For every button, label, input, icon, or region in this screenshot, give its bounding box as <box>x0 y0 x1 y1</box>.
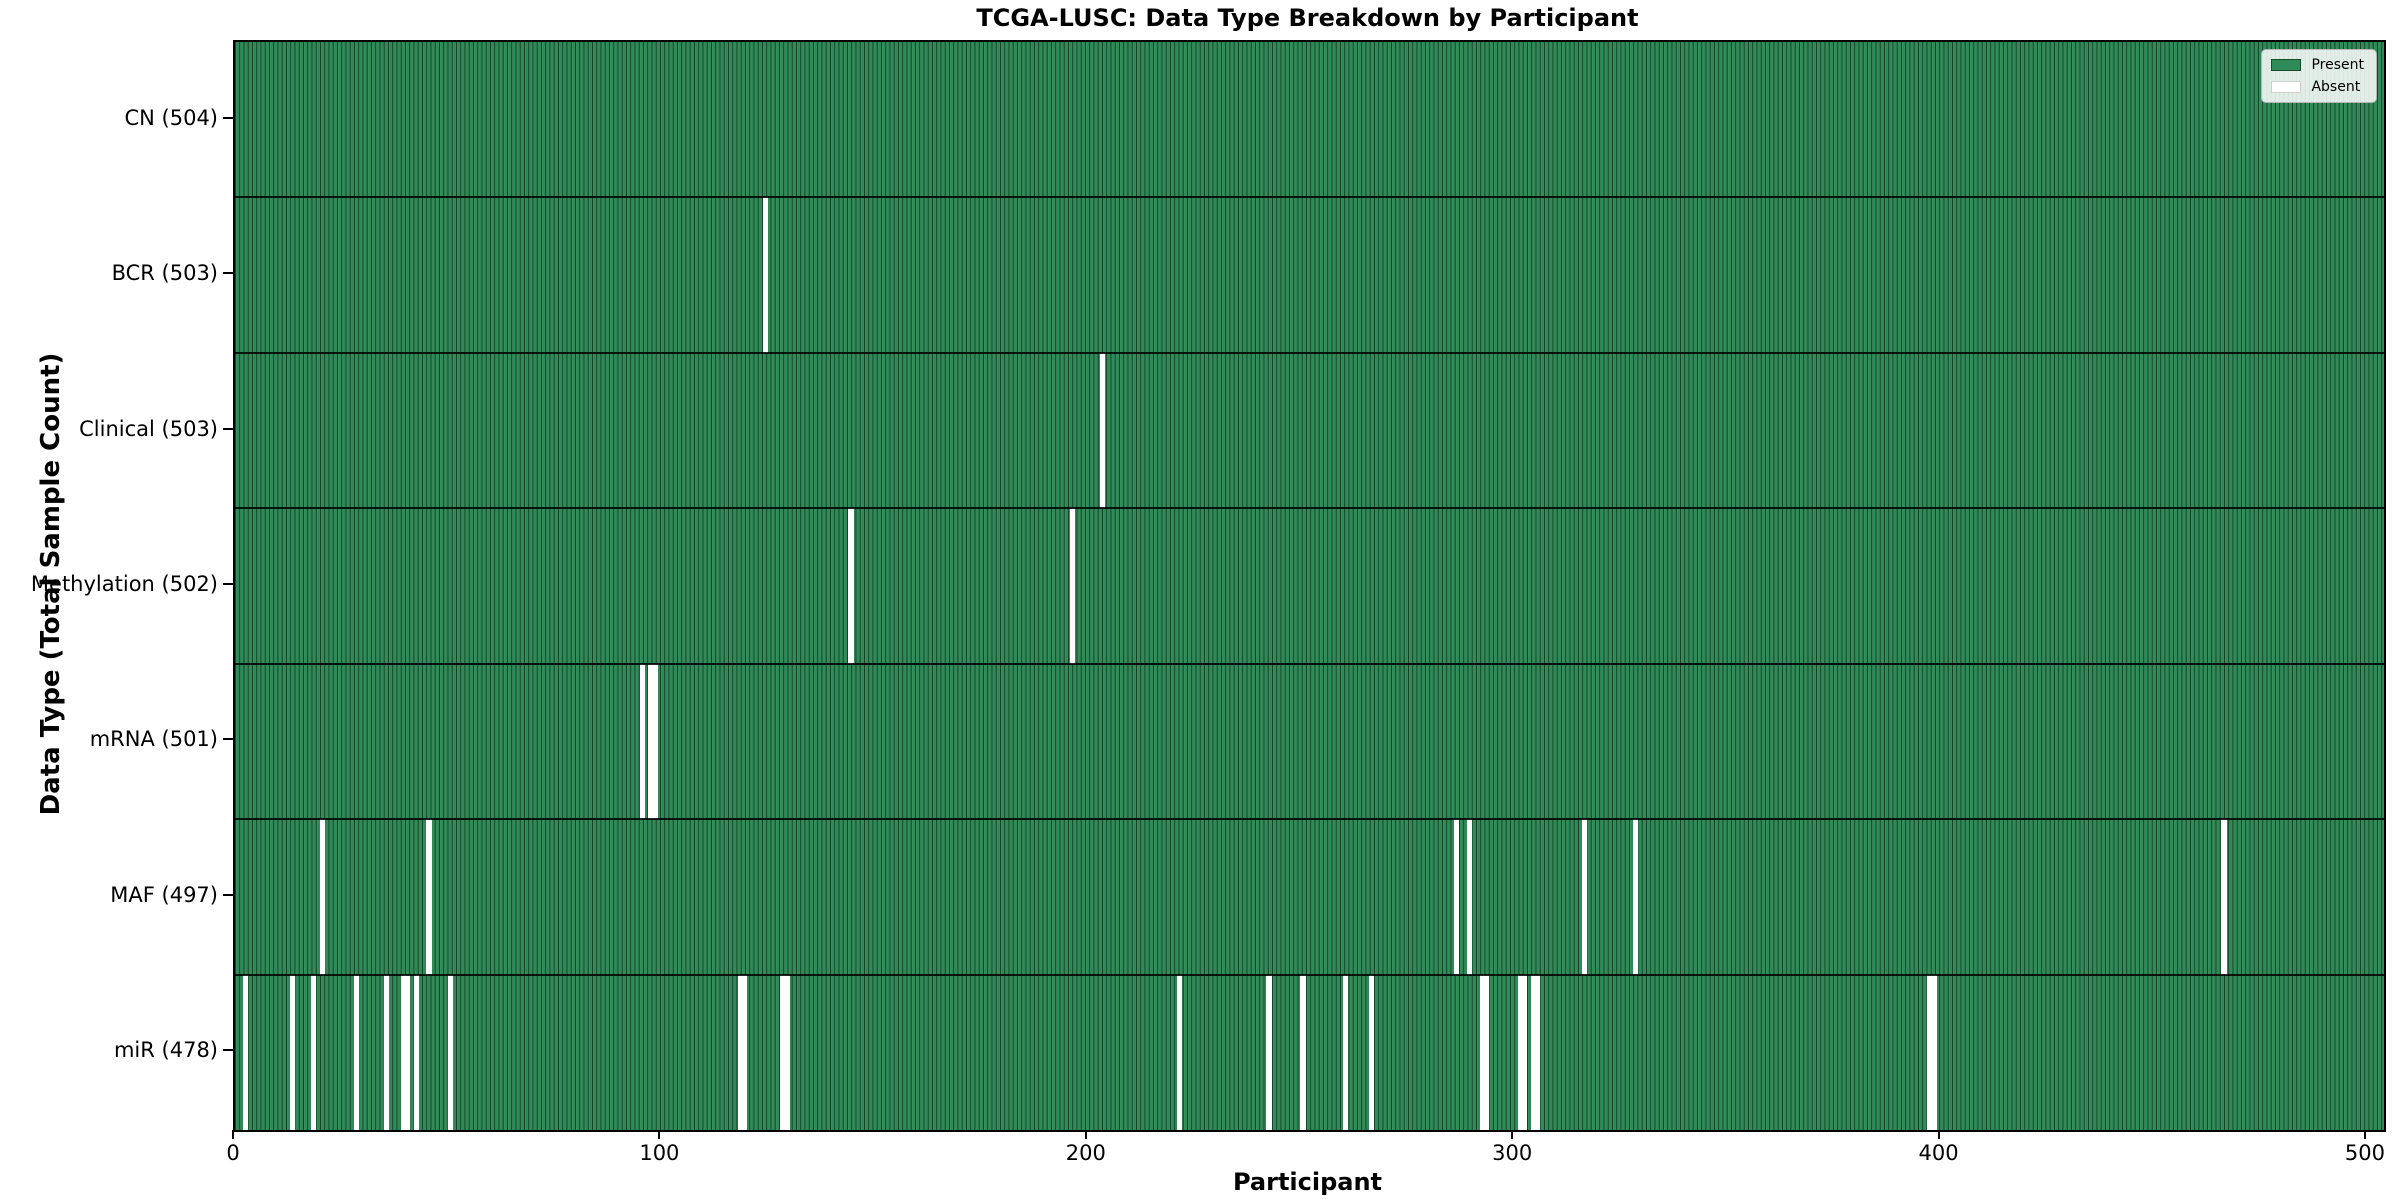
legend: Present Absent <box>2261 49 2377 103</box>
row-separator <box>235 818 2384 821</box>
y-tick-mark <box>223 116 233 119</box>
row-separator <box>235 662 2384 665</box>
absent-gap <box>405 974 411 1130</box>
x-tick-mark <box>658 1130 661 1139</box>
absent-gap <box>319 819 326 975</box>
absent-gap <box>780 974 786 1130</box>
absent-gap <box>1176 974 1183 1130</box>
absent-gap <box>1368 974 1374 1130</box>
x-tick-mark <box>1511 1130 1514 1139</box>
x-tick-label: 100 <box>639 1141 680 1165</box>
y-tick-mark <box>223 427 233 430</box>
absent-gap <box>848 508 854 664</box>
absent-gap <box>737 974 743 1130</box>
chart-row-cn <box>235 42 2384 198</box>
absent-gap <box>648 663 654 820</box>
plot-area: Present Absent <box>233 40 2386 1132</box>
present-swatch-icon <box>2271 59 2302 71</box>
row-separator <box>235 351 2384 354</box>
legend-item-absent: Absent <box>2271 79 2364 95</box>
absent-gap <box>2221 819 2227 975</box>
chart-row-clinical <box>235 352 2384 509</box>
x-tick-label: 0 <box>226 1141 240 1165</box>
x-tick-label: 300 <box>1492 1141 1533 1165</box>
y-tick-label-mir: miR (478) <box>113 1038 218 1063</box>
x-tick-label: 200 <box>1065 1141 1106 1165</box>
x-tick-mark <box>1937 1130 1940 1139</box>
legend-item-present: Present <box>2271 57 2364 73</box>
absent-gap <box>1534 974 1541 1130</box>
y-tick-mark <box>223 738 233 741</box>
absent-gap <box>1927 974 1933 1130</box>
heatmap-grid <box>235 42 2384 1130</box>
absent-gap <box>652 663 658 820</box>
x-tick-mark <box>232 1130 234 1139</box>
chart-row-bcr <box>235 197 2384 353</box>
x-tick-label: 500 <box>2344 1141 2385 1165</box>
chart-row-methylation <box>235 508 2384 664</box>
y-tick-mark <box>223 272 233 275</box>
absent-gap <box>413 974 419 1130</box>
absent-gap <box>447 974 453 1130</box>
x-tick-label: 400 <box>1918 1141 1959 1165</box>
chart-row-mir <box>235 974 2384 1130</box>
absent-gap <box>741 974 748 1130</box>
absent-gap <box>1517 974 1524 1130</box>
y-tick-label-mrna: mRNA (501) <box>89 727 218 752</box>
y-tick-label-maf: MAF (497) <box>110 882 218 907</box>
y-tick-mark <box>223 893 233 896</box>
absent-gap <box>1100 352 1106 509</box>
absent-gap <box>1633 819 1639 975</box>
absent-gap <box>1453 819 1460 975</box>
y-tick-mark <box>223 1049 233 1052</box>
absent-gap <box>400 974 407 1130</box>
absent-gap <box>243 974 249 1130</box>
row-separator <box>235 196 2384 199</box>
y-tick-label-bcr: BCR (503) <box>111 261 218 286</box>
legend-label-present: Present <box>2311 57 2364 73</box>
legend-label-absent: Absent <box>2311 79 2361 95</box>
absent-gap <box>1483 974 1490 1130</box>
absent-gap <box>1070 508 1076 664</box>
absent-gap <box>383 974 389 1130</box>
y-tick-label-cn: CN (504) <box>124 105 218 130</box>
y-tick-mark <box>223 583 233 585</box>
absent-gap <box>311 974 317 1130</box>
row-separator <box>235 973 2384 976</box>
absent-swatch-icon <box>2271 81 2302 93</box>
chart-title: TCGA-LUSC: Data Type Breakdown by Partic… <box>976 4 1639 32</box>
absent-gap <box>426 819 432 975</box>
absent-gap <box>1479 974 1485 1130</box>
absent-gap <box>1266 974 1272 1130</box>
absent-gap <box>1343 974 1349 1130</box>
absent-gap <box>1530 974 1536 1130</box>
absent-gap <box>784 974 790 1130</box>
absent-gap <box>1466 819 1472 975</box>
absent-gap <box>1931 974 1937 1130</box>
x-tick-mark <box>1084 1130 1087 1139</box>
y-tick-label-clinical: Clinical (503) <box>79 416 218 441</box>
absent-gap <box>763 197 769 353</box>
row-separator <box>235 507 2384 510</box>
x-tick-mark <box>2363 1130 2366 1139</box>
absent-gap <box>1522 974 1528 1130</box>
chart-row-maf <box>235 819 2384 975</box>
chart-row-mrna <box>235 663 2384 820</box>
x-axis-title: Participant <box>1232 1168 1383 1196</box>
absent-gap <box>1581 819 1588 975</box>
y-tick-label-methylation: Methylation (502) <box>30 572 218 596</box>
absent-gap <box>353 974 360 1130</box>
absent-gap <box>289 974 296 1130</box>
absent-gap <box>639 663 645 820</box>
absent-gap <box>1300 974 1306 1130</box>
